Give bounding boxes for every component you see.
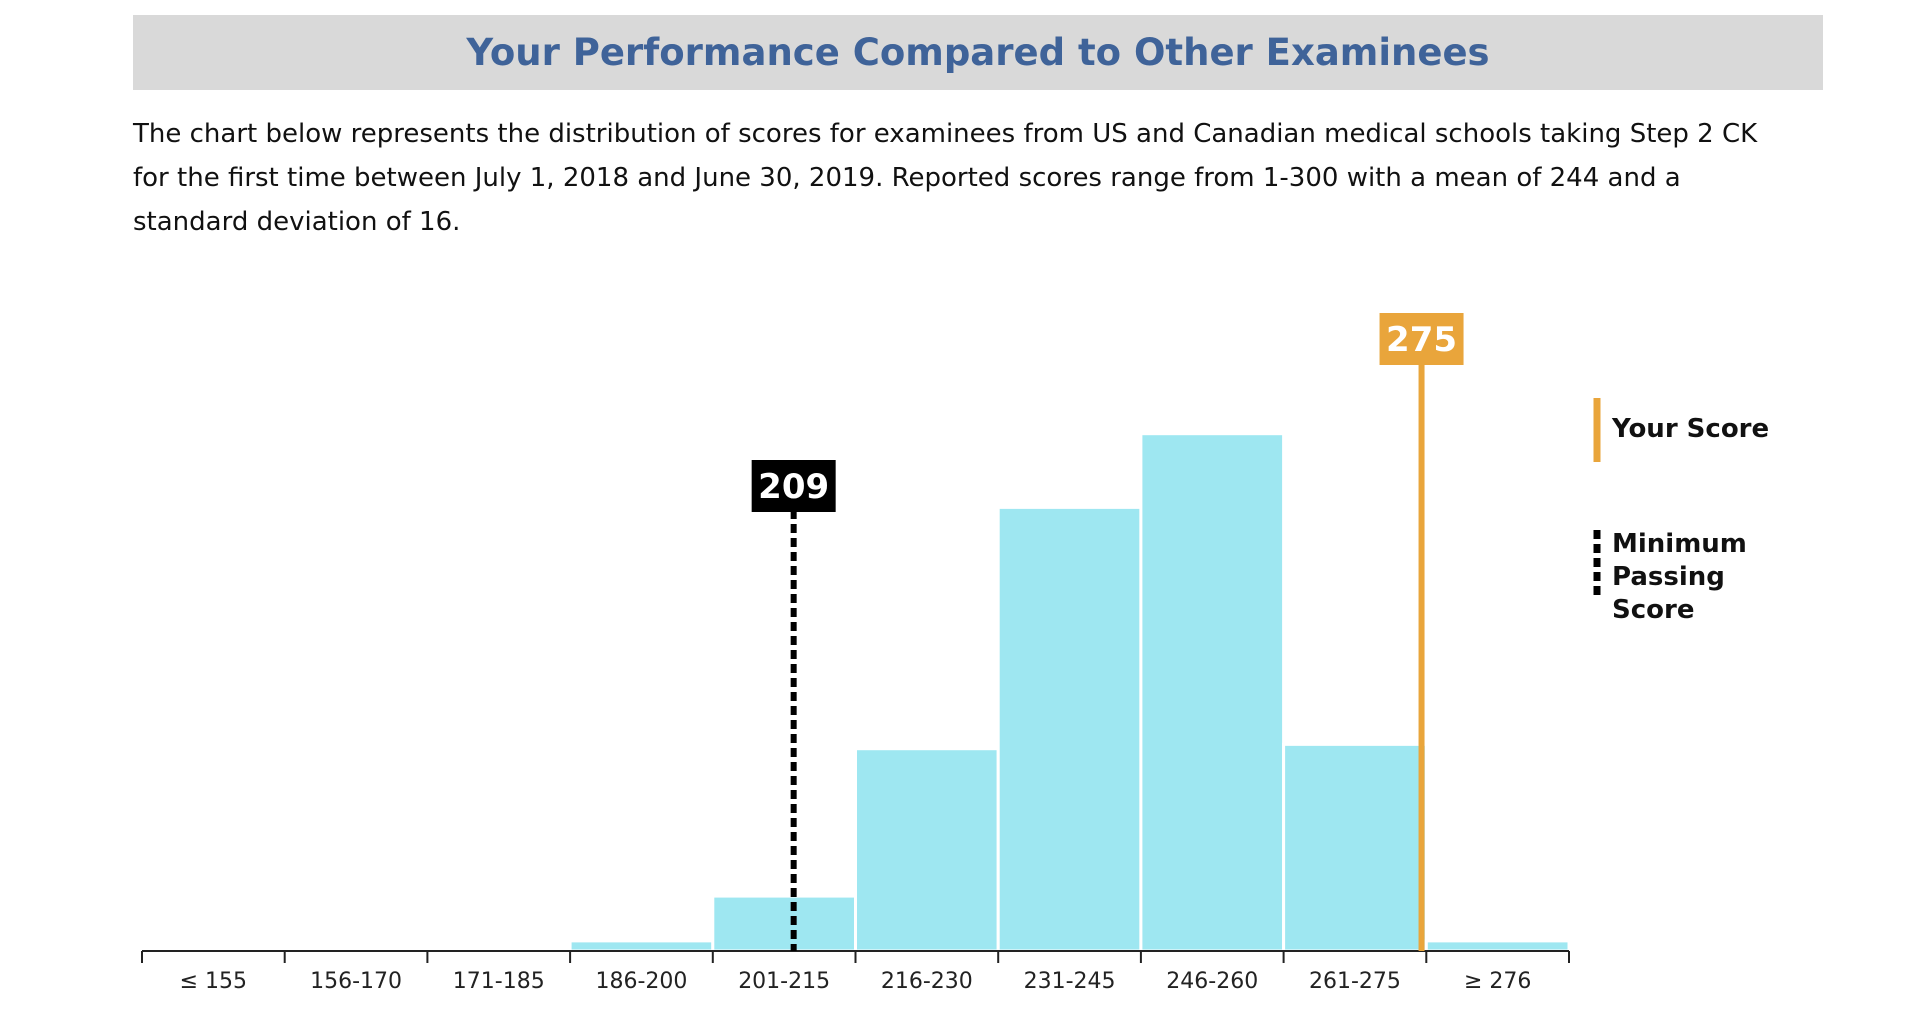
bar [1282,742,1428,953]
bar [568,939,715,953]
x-tick-label: 186-200 [595,969,687,994]
title-bar: Your Performance Compared to Other Exami… [133,15,1823,90]
x-tick-label: 231-245 [1024,969,1116,994]
marker-box [751,460,836,512]
description-line: The chart below represents the distribut… [133,119,1758,149]
legend-label: Minimum Passing Score [1612,529,1747,625]
bar [711,894,857,953]
bar [1139,432,1286,953]
bar [1424,939,1571,953]
marker-box [1379,313,1464,365]
x-tick-label: 156-170 [310,969,402,994]
marker-label: 209 [758,467,829,507]
description: The chart below represents the distribut… [133,112,1833,244]
description-line: standard deviation of 16. [133,207,461,237]
legend-label: Your Score [1612,414,1770,444]
marker-label: 275 [1386,320,1457,360]
x-tick-label: 246-260 [1166,969,1258,994]
x-tick-label: ≤ 155 [180,969,247,994]
x-tick-label: 201-215 [738,969,830,994]
x-tick-label: ≥ 276 [1464,969,1531,994]
x-tick-label: 261-275 [1309,969,1401,994]
chart-title: Your Performance Compared to Other Exami… [466,31,1490,74]
description-line: for the first time between July 1, 2018 … [133,163,1681,193]
bar [996,505,1143,953]
x-tick-label: 216-230 [881,969,973,994]
bar [854,747,1000,953]
x-tick-label: 171-185 [453,969,545,994]
